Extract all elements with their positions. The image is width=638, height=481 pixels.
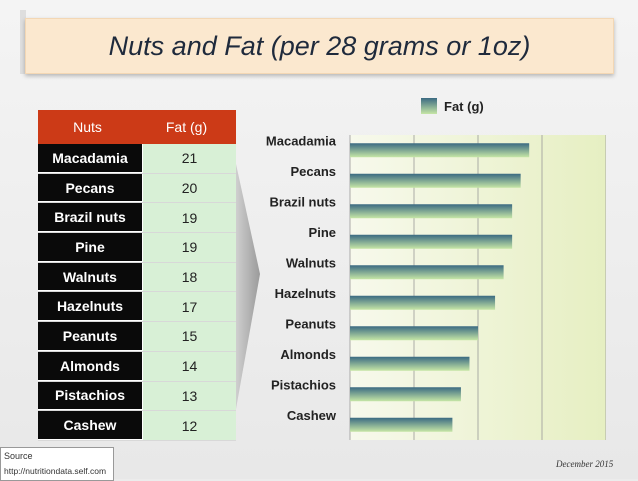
table-cell-fat: 14 <box>142 351 236 381</box>
table-cell-nut: Walnuts <box>38 262 142 292</box>
source-url[interactable]: http://nutritiondata.self.com <box>4 466 107 476</box>
source-label: Source <box>4 451 33 461</box>
bar <box>350 143 530 158</box>
table-cell-fat: 17 <box>142 292 236 322</box>
table-cell-nut: Macadamia <box>38 144 142 173</box>
table-cell-fat: 19 <box>142 203 236 233</box>
source-box: Source http://nutritiondata.self.com <box>0 447 114 481</box>
y-category-label: Macadamia <box>266 133 337 148</box>
table-cell-fat: 21 <box>142 144 236 173</box>
bar <box>350 326 478 341</box>
table-row: Pistachios 13 <box>38 381 236 412</box>
title-accent <box>20 10 26 74</box>
date-label: December 2015 <box>556 459 614 469</box>
legend-swatch <box>421 98 437 114</box>
table-row: Peanuts 15 <box>38 322 236 352</box>
table-cell-fat: 15 <box>142 322 236 351</box>
bar <box>350 173 521 188</box>
table-row: Brazil nuts 19 <box>38 203 236 234</box>
y-category-label: Walnuts <box>286 255 336 270</box>
table-row: Macadamia 21 <box>38 144 236 174</box>
table-row: Pecans 20 <box>38 173 236 204</box>
title-box: Nuts and Fat (per 28 grams or 1oz) <box>25 18 614 74</box>
table-row: Cashew 12 <box>38 411 236 441</box>
table-cell-fat: 12 <box>142 411 236 440</box>
table-row: Hazelnuts 17 <box>38 292 236 323</box>
y-category-label: Cashew <box>287 408 337 423</box>
page-title: Nuts and Fat (per 28 grams or 1oz) <box>108 31 531 61</box>
nut-fat-table: Nuts Fat (g) Macadamia 21 Pecans 20 Brazil n… <box>38 110 236 441</box>
table-cell-nut: Pine <box>38 233 142 262</box>
table-cell-nut: Pistachios <box>38 381 142 411</box>
table-row: Almonds 14 <box>38 351 236 382</box>
y-category-label: Hazelnuts <box>275 286 336 301</box>
y-category-label: Pecans <box>290 164 336 179</box>
table-cell-fat: 20 <box>142 173 236 203</box>
bar <box>350 295 496 310</box>
table-header-fat: Fat (g) <box>165 119 208 135</box>
y-category-label: Almonds <box>280 347 336 362</box>
bar <box>350 387 461 402</box>
arrow-shape <box>236 164 260 409</box>
table-cell-fat: 19 <box>142 233 236 262</box>
y-category-label: Pistachios <box>271 377 336 392</box>
table-header-nuts: Nuts <box>73 119 102 135</box>
table-cell-nut: Hazelnuts <box>38 292 142 322</box>
table-body: Macadamia 21 Pecans 20 Brazil nuts 19 Pine 19 Wa… <box>38 144 236 441</box>
table-cell-nut: Brazil nuts <box>38 203 142 233</box>
bar <box>350 356 470 371</box>
bar-chart: 07.515.022.530.0MacadamiaPecansBrazil nu… <box>266 98 606 440</box>
table-row: Walnuts 18 <box>38 262 236 293</box>
y-category-label: Peanuts <box>285 316 336 331</box>
table-cell-nut: Cashew <box>38 411 142 440</box>
legend-label: Fat (g) <box>444 99 484 114</box>
table-cell-nut: Pecans <box>38 173 142 203</box>
y-category-label: Brazil nuts <box>270 194 336 209</box>
bar <box>350 234 513 249</box>
table-cell-fat: 13 <box>142 381 236 411</box>
bar <box>350 204 513 219</box>
y-category-label: Pine <box>309 225 336 240</box>
bar <box>350 265 504 280</box>
bar <box>350 417 453 432</box>
table-cell-nut: Peanuts <box>38 322 142 351</box>
table-row: Pine 19 <box>38 233 236 263</box>
table-cell-nut: Almonds <box>38 351 142 381</box>
table-header: Nuts Fat (g) <box>38 110 236 144</box>
table-cell-fat: 18 <box>142 262 236 292</box>
